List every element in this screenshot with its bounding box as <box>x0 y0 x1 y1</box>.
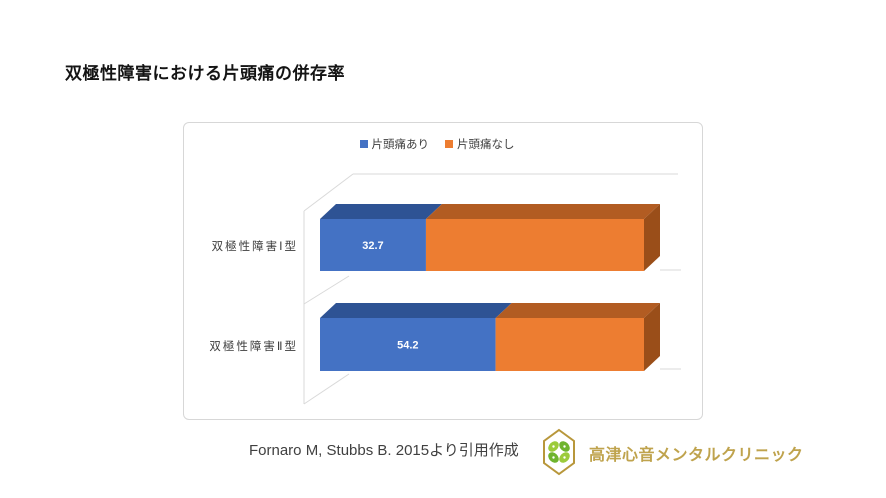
bar-segment-migraine-no <box>495 318 644 371</box>
bar-side-face-series2 <box>644 204 660 271</box>
page-title: 双極性障害における片頭痛の併存率 <box>65 64 345 83</box>
bar-segment-migraine-yes <box>320 219 426 271</box>
citation-text: Fornaro M, Stubbs B. 2015より引用作成 <box>249 442 519 459</box>
chart-legend: 片頭痛あり 片頭痛なし <box>184 136 690 152</box>
bar-segment-migraine-no <box>425 219 644 271</box>
legend-label: 片頭痛なし <box>457 139 515 151</box>
bar-top-face-series1 <box>320 204 442 219</box>
bar-side-face-series2 <box>644 303 660 371</box>
legend-item-migraine-yes: 片頭痛あり <box>359 136 430 152</box>
bar-chart-canvas: 32.7 54.2 <box>303 173 681 405</box>
clinic-logo-icon <box>543 428 575 476</box>
legend-swatch-orange-icon <box>445 140 453 148</box>
chart-container: 片頭痛あり 片頭痛なし 32.7 54.2 双極性障害Ⅰ型 双極性障害Ⅱ型 <box>183 122 703 420</box>
axis-frame-line <box>303 373 350 405</box>
bar-value-label: 32.7 <box>362 240 383 252</box>
legend-label: 片頭痛あり <box>371 139 430 151</box>
bar-segment-migraine-yes <box>320 318 496 371</box>
category-label-bipolar-2: 双極性障害Ⅱ型 <box>209 341 298 353</box>
legend-item-migraine-no: 片頭痛なし <box>445 136 515 152</box>
legend-swatch-blue-icon <box>359 140 368 148</box>
bar-top-face-series2 <box>495 303 660 318</box>
category-label-bipolar-1: 双極性障害Ⅰ型 <box>211 241 298 253</box>
clinic-name-text: 高津心音メンタルクリニック <box>589 447 804 464</box>
axis-frame-line <box>303 275 350 305</box>
bar-top-face-series1 <box>320 303 512 318</box>
axis-frame-line <box>303 173 354 212</box>
bar-top-face-series2 <box>425 204 660 219</box>
bar-value-label: 54.2 <box>397 340 418 352</box>
